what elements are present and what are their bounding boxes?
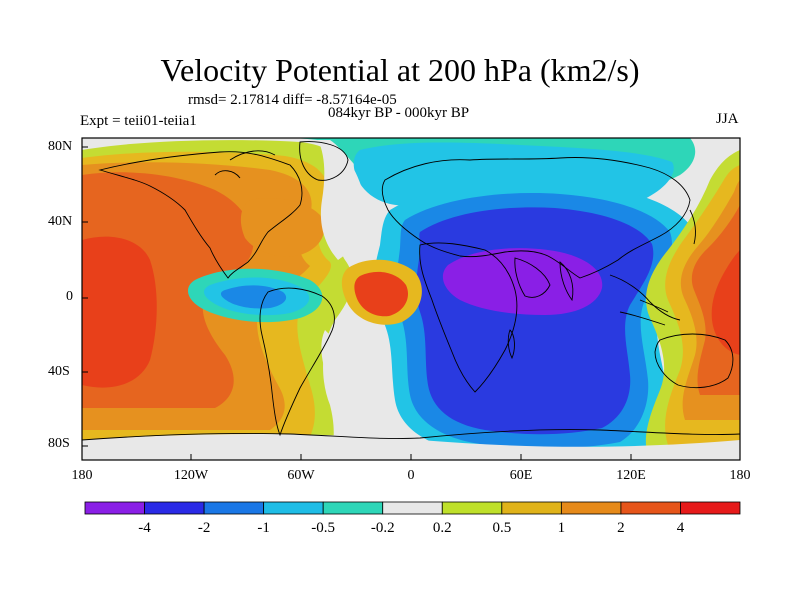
- field-neutral-band-antarctic: [82, 434, 740, 460]
- colorbar: [84, 501, 741, 515]
- colorbar-swatch: [263, 501, 324, 515]
- colorbar-label: -4: [138, 520, 151, 536]
- colorbar-swatch: [84, 501, 145, 515]
- map-title: Velocity Potential at 200 hPa (km2/s): [160, 52, 640, 88]
- experiment-label: Expt = teii01-teiia1: [80, 113, 197, 129]
- colorbar-label: 2: [617, 520, 625, 536]
- colorbar-swatch: [680, 501, 741, 515]
- coastlines: [82, 141, 740, 441]
- lat-label-40s: 40S: [48, 364, 70, 379]
- colorbar-swatch: [144, 501, 205, 515]
- lat-label-40n: 40N: [48, 214, 73, 229]
- colorbar-swatch: [620, 501, 681, 515]
- colorbar-label: 4: [676, 520, 685, 536]
- axis-ticks: [81, 146, 741, 460]
- colorbar-label: 0.5: [492, 520, 512, 536]
- colorbar-swatch: [441, 501, 503, 515]
- season-label: JJA: [716, 111, 739, 127]
- colorbar-swatch: [203, 501, 265, 515]
- lon-label-180e: 180: [729, 468, 751, 483]
- lat-label-80n: 80N: [48, 139, 73, 154]
- colorbar-swatch: [501, 501, 562, 515]
- colorbar-label: -2: [197, 520, 211, 536]
- field-neutral-band-atlantic: [318, 140, 366, 260]
- colorbar-label: -0.5: [311, 520, 336, 536]
- field-neutral-band-south: [321, 330, 374, 460]
- field-atlantic-red: [354, 271, 409, 317]
- contour-fields: [82, 138, 740, 460]
- colorbar-swatch: [382, 501, 443, 515]
- field-east-blue: [416, 207, 654, 435]
- lon-label-180w: 180: [71, 468, 93, 483]
- field-west-red: [82, 236, 157, 388]
- colorbar-label: -0.2: [370, 520, 395, 536]
- colorbar-label: 1: [557, 520, 566, 536]
- lon-label-60e: 60E: [509, 468, 533, 483]
- colorbar-swatch: [322, 501, 384, 515]
- colorbar-label: 0.2: [432, 520, 452, 536]
- lon-label-120w: 120W: [173, 468, 209, 483]
- colorbar-label: -1: [257, 520, 270, 536]
- lon-label-0: 0: [407, 468, 415, 483]
- lon-label-60w: 60W: [287, 468, 315, 483]
- stats-text: rmsd= 2.17814 diff= -8.57164e-05: [188, 92, 397, 108]
- lat-label-80s: 80S: [48, 436, 70, 451]
- period-subtitle: 084kyr BP - 000kyr BP: [328, 105, 470, 121]
- lat-label-0: 0: [66, 289, 73, 304]
- colorbar-swatch: [560, 501, 622, 515]
- field-wpac-red: [711, 250, 740, 355]
- lon-label-120e: 120E: [616, 468, 646, 483]
